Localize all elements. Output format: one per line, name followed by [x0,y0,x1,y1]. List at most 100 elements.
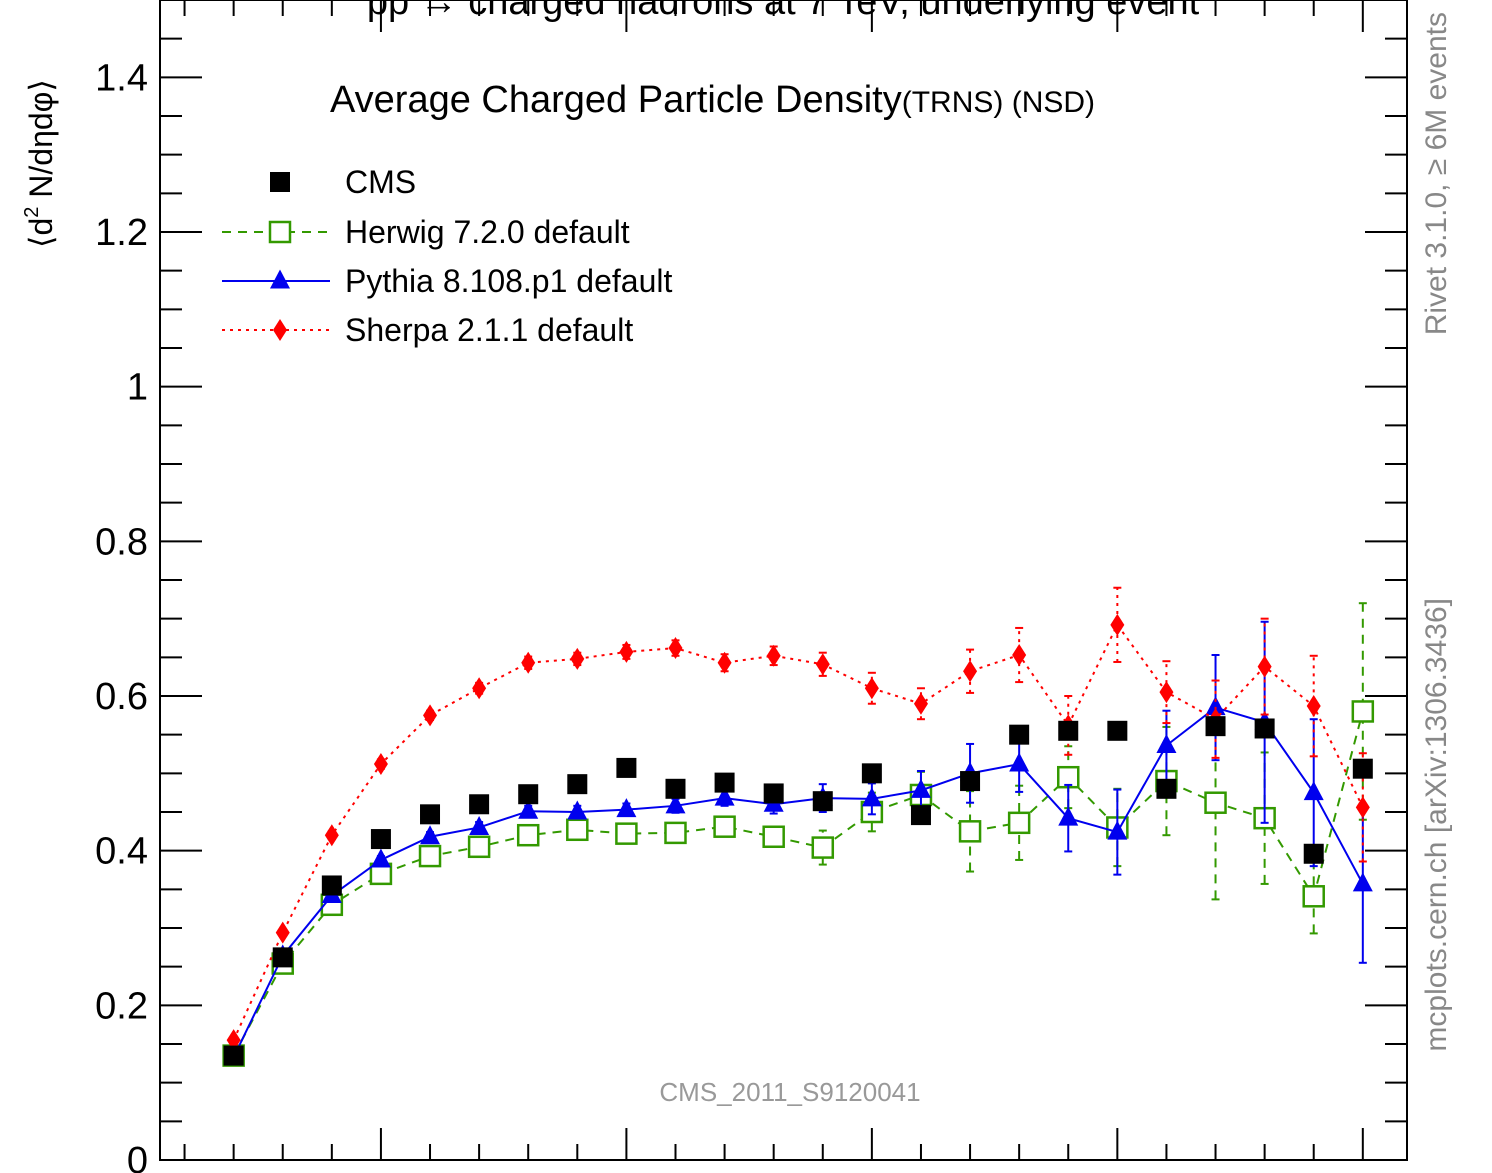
data-point [763,783,784,804]
series-line [232,711,1364,1057]
series-1 [222,602,1375,1067]
data-point [518,799,539,819]
data-point [664,821,687,845]
data-point [370,848,391,868]
legend-marker [270,172,290,192]
data-point [567,774,588,795]
data-point [713,815,736,838]
data-point [420,804,441,825]
data-point [714,786,735,806]
data-point [1107,820,1128,840]
analysis-label: CMS_2011_S9120041 [659,1077,920,1107]
y-tick-label: 0 [127,1140,148,1173]
data-point-box [1204,791,1227,814]
data-point-box [467,835,491,859]
data-point [1156,733,1177,753]
data-point [567,800,588,820]
data-point [275,921,290,944]
data-point [373,753,388,776]
data-point [1302,885,1325,908]
data-point [812,791,833,812]
data-point [1012,644,1027,667]
data-point [910,778,931,798]
data-point-box [1007,811,1031,835]
y-axis-label-left: ⟨d [23,218,59,248]
data-point [1159,681,1174,704]
y-tick-label: 1.2 [95,212,148,254]
data-point [423,704,438,727]
mcplots-label: mcplots.cern.ch [arXiv:1306.3436] [1420,598,1453,1052]
y-axis-label-sup: 2 [21,207,43,218]
data-point [861,787,882,807]
y-tick-label: 0.6 [95,676,148,718]
data-point-box [958,820,982,843]
data-point [864,677,879,700]
data-point-box [566,818,589,842]
y-tick-label: 0.2 [95,985,148,1027]
legend: CMS Herwig 7.2.0 default Pythia 8.108.p1 d… [222,164,672,348]
data-point-box [811,836,835,859]
legend-marker [273,319,287,341]
data-point-box [615,822,638,845]
y-tick-label: 1 [127,367,148,409]
data-point [472,677,487,700]
chart-title: pp → charged hadrons at 7 TeV, underlyin… [367,0,1200,23]
data-point [1205,716,1226,737]
data-point [272,947,293,968]
data-point [1204,791,1227,814]
data-point [958,820,982,843]
legend-label: Sherpa 2.1.1 default [345,312,633,348]
series-line [232,706,1364,1058]
data-point [1058,806,1079,826]
data-point [665,794,686,814]
subtitle-main: Average Charged Particle Density [330,79,902,121]
data-point [668,637,683,660]
data-point [521,651,536,674]
data-point [518,784,539,805]
data-point [469,815,490,835]
data-point [717,651,732,674]
data-point-box [664,821,687,845]
data-point [963,660,978,683]
series-3 [226,586,1370,1052]
data-point [370,829,391,850]
data-point [467,835,491,859]
data-point [469,794,490,815]
data-point [913,692,928,715]
data-point-box [1302,885,1325,908]
data-point [324,824,339,847]
data-point [619,640,634,663]
legend-label: CMS [345,164,416,200]
data-point [1007,811,1031,835]
data-point [861,763,882,784]
data-point [665,778,686,799]
legend-marker-box [268,220,292,244]
data-point [1107,720,1128,741]
data-point [1009,752,1030,772]
data-point [615,822,638,845]
data-point [910,805,931,826]
legend-label: Pythia 8.108.p1 default [345,263,672,299]
data-point [1303,843,1324,864]
data-point [766,644,781,667]
axis-ticks [160,0,1407,1161]
data-point [811,836,835,859]
data-point [1306,695,1321,718]
series-0 [223,716,1373,1066]
data-point-box [1351,700,1375,723]
data-point [1303,781,1324,801]
y-tick-labels: 0 0.2 0.4 0.6 0.8 1 1.2 1.4 [95,57,148,1173]
data-point [1110,613,1125,636]
data-point [1254,718,1275,739]
data-point [616,798,637,818]
data-point [1009,724,1030,745]
data-point [1058,720,1079,741]
data-point [1351,700,1375,723]
data-point [1352,872,1373,892]
data-point [762,825,785,848]
data-point [420,825,441,845]
data-point [321,875,342,896]
data-point [1257,655,1272,678]
subtitle-suffix: (TRNS) (NSD) [902,86,1095,119]
